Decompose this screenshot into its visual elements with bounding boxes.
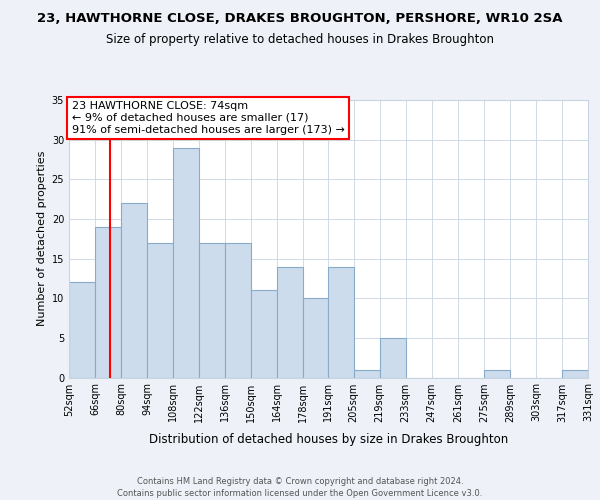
Text: 23 HAWTHORNE CLOSE: 74sqm
← 9% of detached houses are smaller (17)
91% of semi-d: 23 HAWTHORNE CLOSE: 74sqm ← 9% of detach… (71, 102, 344, 134)
Text: Contains HM Land Registry data © Crown copyright and database right 2024.: Contains HM Land Registry data © Crown c… (137, 477, 463, 486)
Bar (484, 370, 510, 378)
Bar (121, 203, 147, 378)
Bar (225, 242, 251, 378)
Bar (277, 266, 304, 378)
Bar (69, 282, 95, 378)
Bar (380, 338, 406, 378)
Y-axis label: Number of detached properties: Number of detached properties (37, 151, 47, 326)
Bar (173, 148, 199, 378)
Text: Contains public sector information licensed under the Open Government Licence v3: Contains public sector information licen… (118, 488, 482, 498)
Text: Size of property relative to detached houses in Drakes Broughton: Size of property relative to detached ho… (106, 32, 494, 46)
Bar (588, 370, 600, 378)
Bar (251, 290, 277, 378)
Bar (304, 298, 328, 378)
Text: 23, HAWTHORNE CLOSE, DRAKES BROUGHTON, PERSHORE, WR10 2SA: 23, HAWTHORNE CLOSE, DRAKES BROUGHTON, P… (37, 12, 563, 26)
Bar (199, 242, 225, 378)
Bar (328, 266, 353, 378)
Bar (562, 370, 588, 378)
Bar (95, 227, 121, 378)
Bar (353, 370, 380, 378)
X-axis label: Distribution of detached houses by size in Drakes Broughton: Distribution of detached houses by size … (149, 433, 508, 446)
Bar (147, 242, 173, 378)
